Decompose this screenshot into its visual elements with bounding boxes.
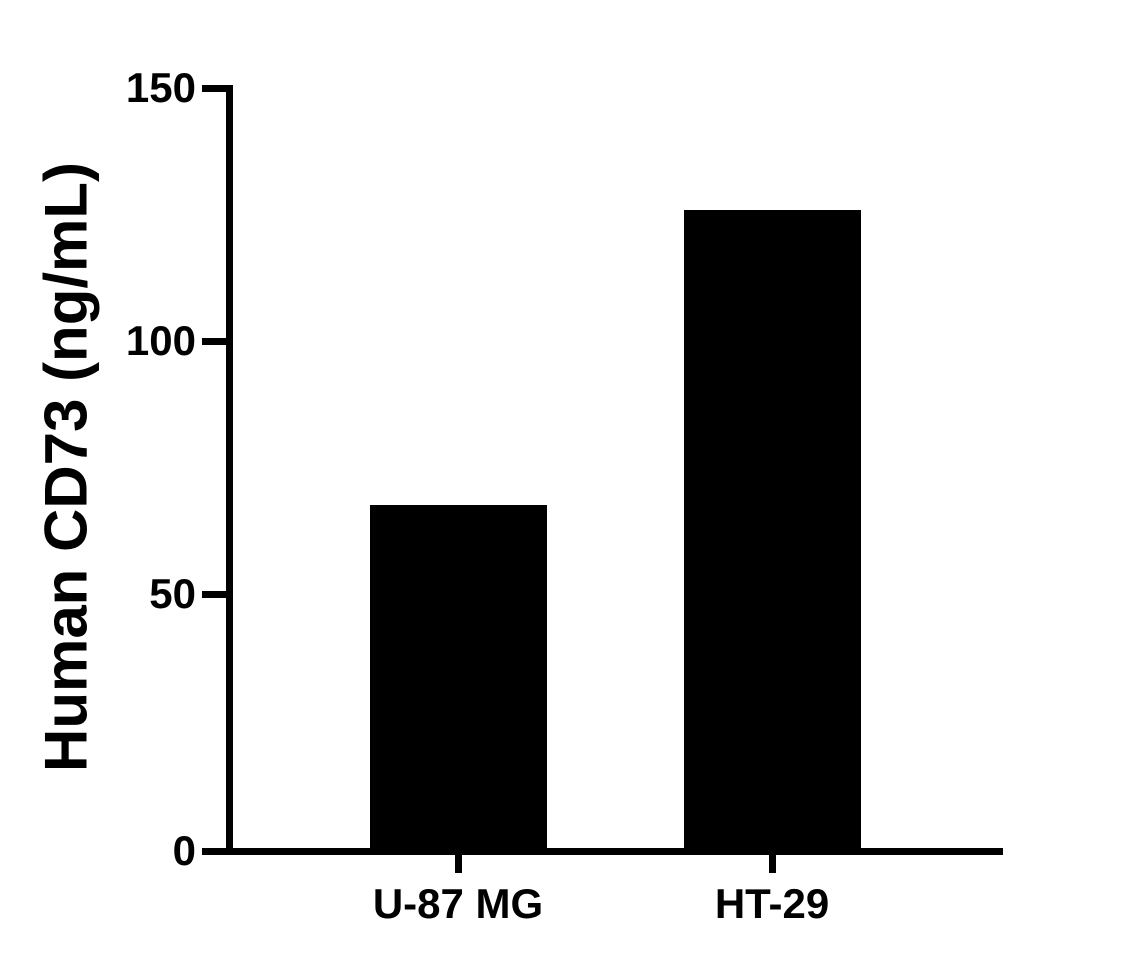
y-tick-mark-50: [202, 591, 230, 598]
bar-ht-29: [684, 210, 861, 851]
y-axis-line: [226, 85, 233, 854]
y-axis-title: Human CD73 (ng/mL): [32, 161, 100, 773]
x-tick-mark-u-87-mg: [455, 853, 462, 873]
x-axis-line: [226, 848, 1003, 855]
y-tick-label-150: 150: [125, 64, 196, 111]
y-tick-mark-150: [202, 85, 230, 92]
x-category-label-u-87-mg: U-87 MG: [372, 880, 544, 927]
y-tick-label-50: 50: [149, 570, 196, 617]
y-tick-label-100: 100: [125, 317, 196, 364]
y-tick-label-0: 0: [172, 827, 196, 874]
x-tick-mark-ht-29: [769, 853, 776, 873]
y-tick-mark-100: [202, 338, 230, 345]
bar-u-87-mg: [370, 505, 547, 851]
y-tick-mark-0: [202, 848, 230, 855]
x-category-label-ht-29: HT-29: [714, 880, 830, 927]
